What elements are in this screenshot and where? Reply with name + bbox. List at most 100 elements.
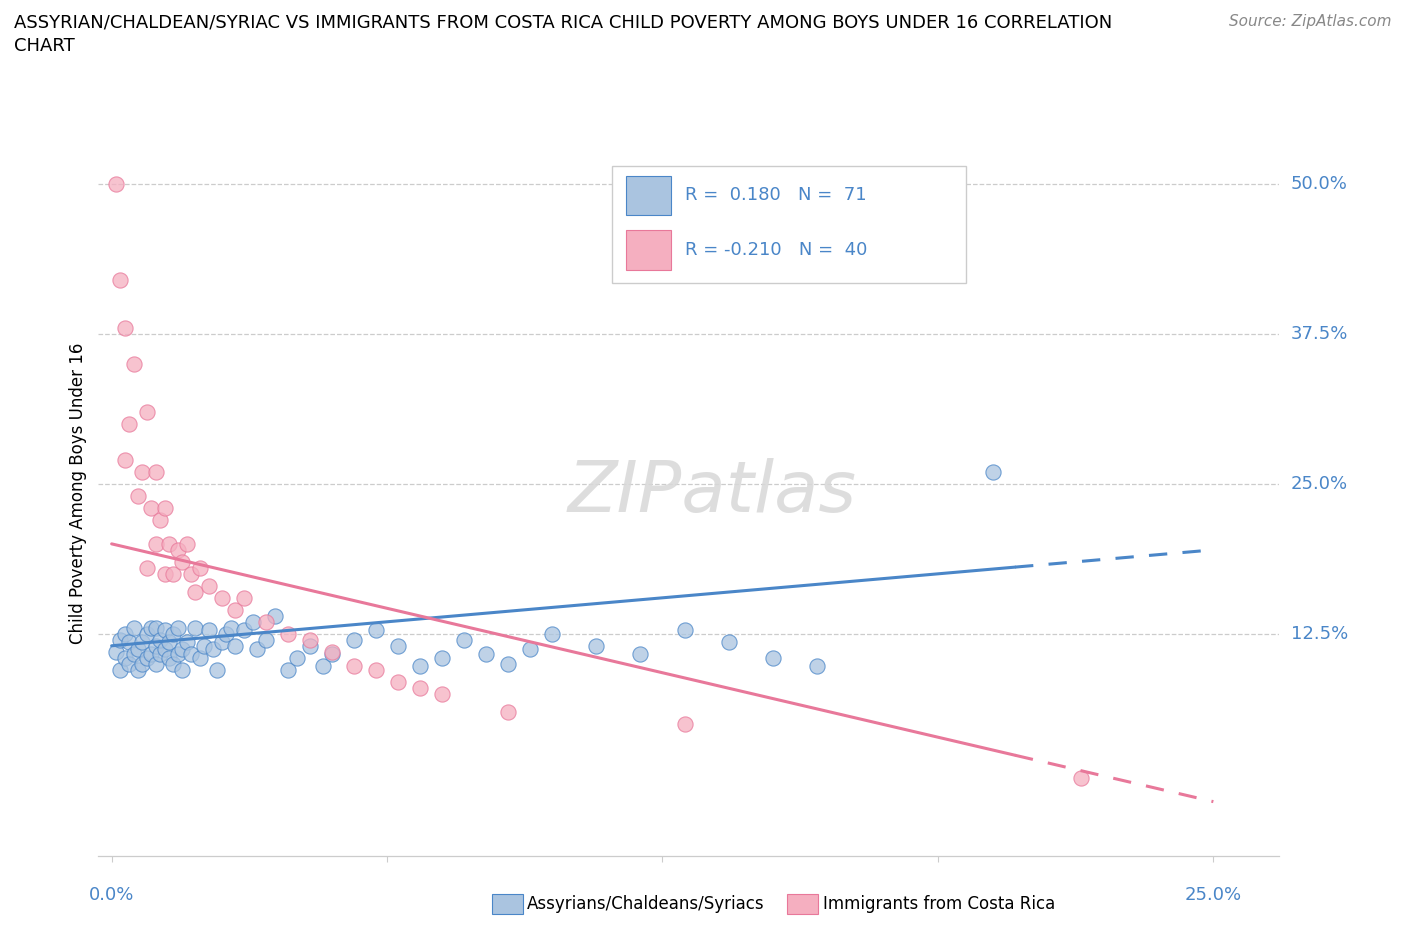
Point [409,681,432,696]
Point [118,417,141,432]
Point [232,623,254,638]
Point [184,584,207,599]
Point [172,554,194,569]
Point [141,620,163,635]
Point [496,657,519,671]
Point [172,642,194,657]
Point [153,500,176,515]
Point [131,464,153,479]
Text: R =  0.180   N =  71: R = 0.180 N = 71 [685,187,868,205]
Point [127,488,149,503]
Point [114,650,136,665]
Point [153,566,176,581]
Point [114,626,136,641]
Point [475,646,498,661]
Point [166,646,188,661]
Point [321,646,343,661]
Point [246,642,269,657]
Point [585,638,607,653]
Point [541,626,564,641]
Text: ASSYRIAN/CHALDEAN/SYRIAC VS IMMIGRANTS FROM COSTA RICA CHILD POVERTY AMONG BOYS : ASSYRIAN/CHALDEAN/SYRIAC VS IMMIGRANTS F… [14,14,1112,32]
Point [387,638,409,653]
Point [277,662,299,677]
Text: 25.0%: 25.0% [1185,886,1241,904]
Point [110,662,132,677]
Point [166,620,188,635]
Point [263,608,285,623]
Point [162,626,184,641]
Point [141,500,163,515]
Text: 50.0%: 50.0% [1291,175,1347,193]
Text: R = -0.210   N =  40: R = -0.210 N = 40 [685,241,868,259]
Point [207,662,229,677]
Text: 0.0%: 0.0% [89,886,135,904]
Point [387,674,409,689]
Point [197,623,219,638]
Point [153,642,176,657]
Point [312,658,335,673]
Point [364,662,387,677]
Point [201,642,224,657]
Point [224,603,246,618]
Point [242,615,264,630]
Point [806,658,828,673]
Point [1070,770,1092,785]
Point [176,537,198,551]
Point [135,561,157,576]
Point [211,591,233,605]
Point [430,686,453,701]
Point [673,716,696,731]
Point [193,638,215,653]
Point [519,642,541,657]
Point [197,578,219,593]
Point [157,635,180,650]
Point [496,704,519,719]
Point [364,623,387,638]
Point [180,566,202,581]
Point [149,646,172,661]
Point [153,623,176,638]
Point [122,620,145,635]
Point [232,591,254,605]
Point [135,405,157,419]
FancyBboxPatch shape [612,166,966,283]
Point [122,646,145,661]
Text: ZIPatlas: ZIPatlas [568,458,858,527]
Point [131,635,153,650]
Point [145,537,167,551]
Point [188,561,211,576]
Point [149,632,172,647]
Point [149,512,172,527]
Point [343,658,366,673]
Point [131,657,153,671]
Point [717,635,740,650]
Point [285,650,308,665]
Point [981,464,1004,479]
Point [105,644,128,659]
Point [176,635,198,650]
Text: 25.0%: 25.0% [1291,475,1348,493]
Point [277,626,299,641]
Point [219,620,242,635]
Point [254,615,277,630]
Text: 12.5%: 12.5% [1291,625,1348,643]
Point [105,177,128,192]
Point [122,356,145,371]
Point [145,620,167,635]
Point [298,632,321,647]
Point [188,650,211,665]
Point [135,650,157,665]
Point [118,635,141,650]
Point [110,632,132,647]
Point [430,650,453,665]
Point [630,646,652,661]
Text: Assyrians/Chaldeans/Syriacs: Assyrians/Chaldeans/Syriacs [527,895,765,913]
Point [114,321,136,336]
Point [224,638,246,653]
Point [145,657,167,671]
Y-axis label: Child Poverty Among Boys Under 16: Child Poverty Among Boys Under 16 [69,342,87,644]
Point [166,542,188,557]
Point [127,642,149,657]
Point [127,662,149,677]
Point [157,650,180,665]
